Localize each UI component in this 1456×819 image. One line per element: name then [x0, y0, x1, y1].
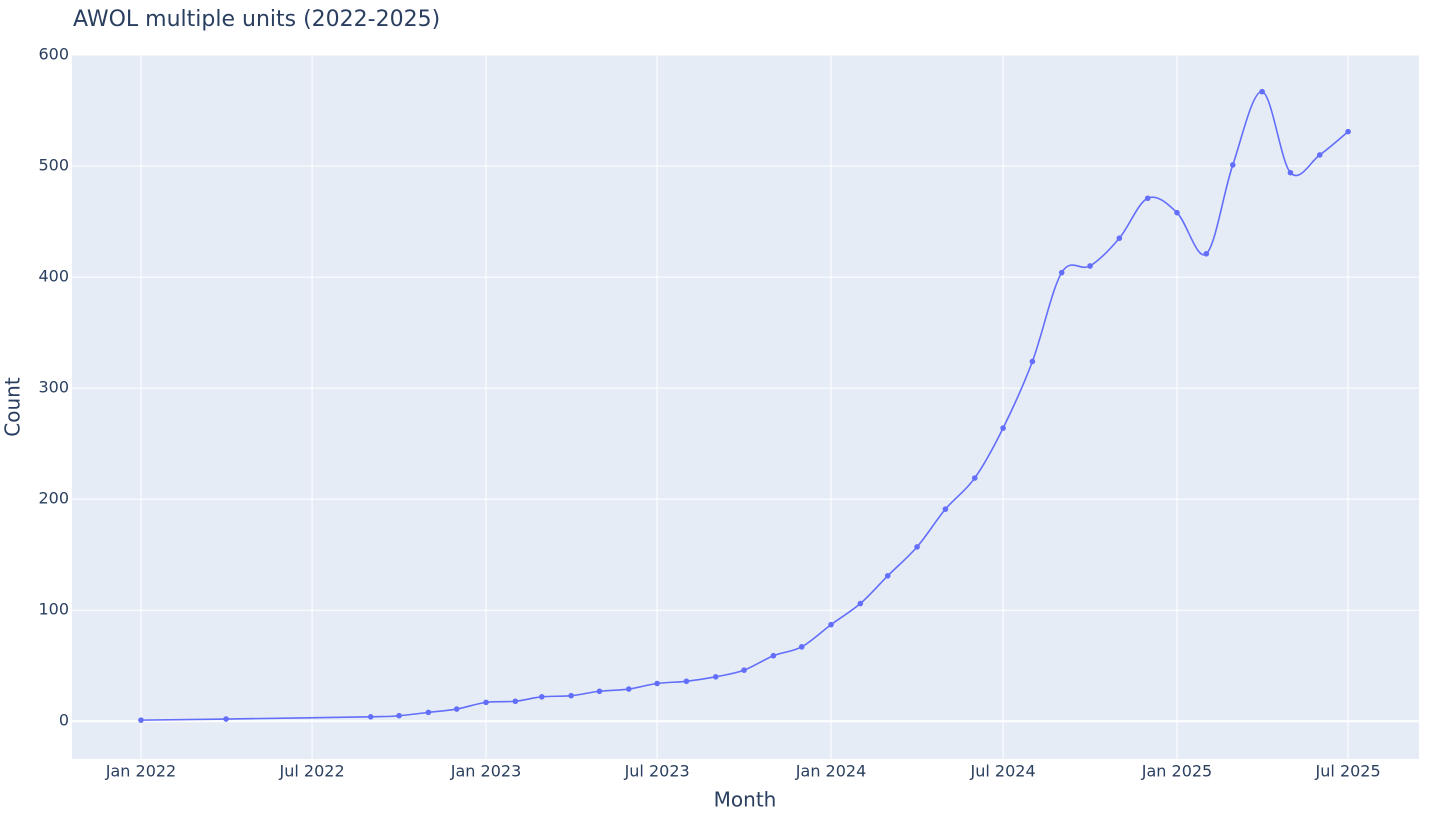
data-point: [1174, 209, 1180, 216]
x-tick-label: Jul 2023: [624, 762, 690, 781]
x-tick-label: Jul 2025: [1315, 762, 1381, 781]
data-point: [568, 692, 574, 699]
data-point: [223, 716, 229, 722]
plot-background: [72, 55, 1419, 759]
data-point: [1116, 235, 1123, 242]
data-point: [538, 694, 545, 700]
data-point: [453, 706, 460, 712]
data-point: [1345, 128, 1351, 135]
data-point: [512, 698, 519, 705]
data-point: [654, 680, 660, 687]
data-point: [1259, 88, 1265, 95]
x-tick-label: Jan 2025: [1141, 762, 1212, 781]
data-point: [712, 674, 719, 680]
data-point: [396, 712, 402, 719]
y-tick-label: 600: [38, 45, 69, 64]
data-point: [828, 621, 834, 628]
data-point: [138, 717, 144, 723]
data-point: [770, 652, 777, 659]
data-point: [884, 572, 891, 579]
data-point: [1316, 152, 1323, 158]
data-point: [798, 644, 805, 650]
x-tick-label: Jul 2022: [279, 762, 345, 781]
data-point: [1144, 195, 1151, 202]
y-tick-label: 500: [38, 156, 69, 175]
data-point: [1029, 358, 1036, 365]
data-point: [1000, 425, 1006, 431]
x-tick-label: Jan 2024: [795, 762, 866, 781]
data-point: [596, 688, 603, 695]
data-point: [367, 714, 374, 720]
y-tick-label: 200: [38, 489, 69, 508]
data-point: [1058, 269, 1065, 276]
x-axis-title: Month: [714, 788, 777, 812]
data-point: [857, 600, 864, 607]
data-point: [483, 699, 489, 706]
chart-title: AWOL multiple units (2022-2025): [73, 7, 440, 32]
data-point: [942, 506, 949, 512]
data-point: [1203, 250, 1210, 257]
data-point: [1287, 169, 1294, 176]
y-tick-label: 300: [38, 378, 69, 397]
x-tick-label: Jul 2024: [970, 762, 1036, 781]
y-axis-title: Count: [1, 377, 25, 437]
data-point: [1087, 263, 1093, 269]
data-point: [425, 709, 432, 716]
y-tick-label: 400: [38, 267, 69, 286]
y-tick-label: 100: [38, 600, 69, 619]
x-tick-label: Jan 2022: [105, 762, 176, 781]
data-point: [683, 678, 690, 685]
data-point: [1229, 162, 1236, 168]
data-point: [625, 686, 632, 692]
data-point: [971, 475, 978, 481]
data-point: [741, 667, 747, 673]
x-tick-label: Jan 2023: [450, 762, 521, 781]
y-tick-label: 0: [59, 711, 69, 730]
data-point: [914, 544, 920, 550]
